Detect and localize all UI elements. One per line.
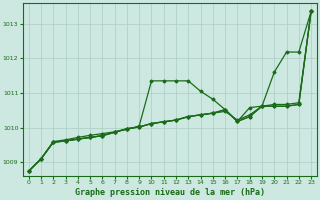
X-axis label: Graphe pression niveau de la mer (hPa): Graphe pression niveau de la mer (hPa) xyxy=(75,188,265,197)
